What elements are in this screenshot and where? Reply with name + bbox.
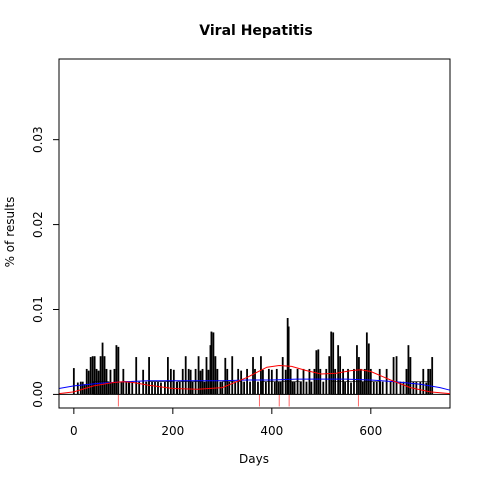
chart-title: Viral Hepatitis [199,23,312,39]
x-tick-label-3: 600 [359,424,382,438]
y-axis: 0.00 0.01 0.02 0.03 [31,126,60,408]
y-tick-label-3: 0.03 [31,126,45,153]
x-tick-label-1: 200 [161,424,184,438]
y-tick-label-2: 0.02 [31,211,45,238]
red-rug-ticks [117,394,359,407]
y-axis-label: % of results [3,197,17,268]
x-axis-label: Days [239,452,269,466]
x-tick-label-0: 0 [70,424,78,438]
y-tick-label-0: 0.00 [31,381,45,408]
y-tick-label-1: 0.01 [31,296,45,323]
baseline-segment-5 [261,381,302,395]
x-tick-label-2: 400 [260,424,283,438]
x-axis: 0 200 400 600 [70,407,382,438]
bar-series [59,317,450,395]
smooth-lines [58,364,451,395]
smooth-line-1 [58,364,451,395]
